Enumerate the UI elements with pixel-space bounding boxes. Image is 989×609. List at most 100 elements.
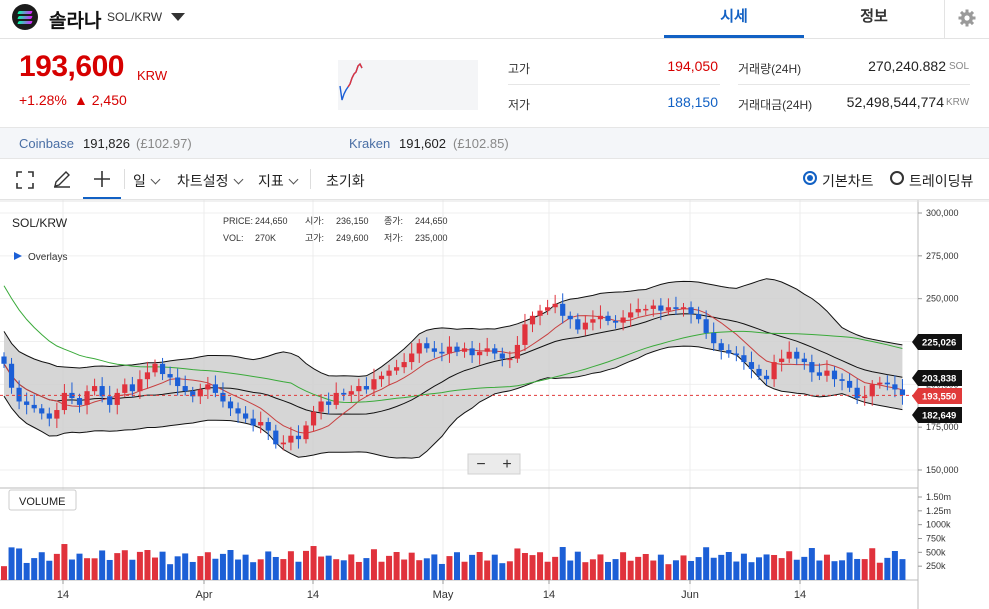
interval-dropdown[interactable]: 일 <box>133 171 161 191</box>
candle-body <box>363 386 369 390</box>
candle-body <box>378 375 385 380</box>
price-tag-label: 182,649 <box>922 411 956 422</box>
top-header: 솔라나 SOL/KRW 시세 정보 <box>0 0 989 39</box>
zoom-in-button[interactable]: + <box>502 456 511 473</box>
exchange-usd: (£102.85) <box>453 136 509 151</box>
tab-info[interactable]: 정보 <box>860 8 888 25</box>
volume-bar <box>325 555 332 580</box>
exchange-price: 191,826 <box>83 136 130 151</box>
basic-chart-radio[interactable] <box>803 171 817 185</box>
candle-body <box>220 392 226 402</box>
high-label: 고가: <box>305 233 324 243</box>
candle-body <box>643 308 649 311</box>
overlays-label[interactable]: Overlays <box>28 252 67 263</box>
low-value: 188,150 <box>667 94 718 110</box>
low-label: 저가: <box>384 233 403 243</box>
candle-body <box>46 413 52 419</box>
candle-body <box>76 398 83 405</box>
volume-bar <box>257 559 264 580</box>
x-tick-label: 14 <box>794 589 806 601</box>
volume-bar <box>876 562 883 580</box>
price-value: 244,650 <box>255 216 288 226</box>
solana-logo <box>12 4 38 30</box>
candle-body <box>899 389 906 396</box>
volume-bar <box>167 564 174 580</box>
tab-market-price[interactable]: 시세 <box>664 0 804 38</box>
price-chart[interactable]: 300,000275,000250,000225,000200,000175,0… <box>0 200 989 609</box>
overlays-triangle-icon[interactable] <box>14 252 22 260</box>
volume-bar <box>793 559 800 580</box>
zoom-control: − + <box>467 453 521 475</box>
reset-button[interactable]: 초기화 <box>326 173 365 189</box>
interval-label: 일 <box>133 173 146 189</box>
x-tick-label: Jun <box>681 589 699 601</box>
candle-body <box>265 422 271 431</box>
volume-bar <box>521 552 528 580</box>
volume-bar <box>355 561 362 580</box>
candle-body <box>69 392 75 399</box>
volume-bar <box>91 558 98 580</box>
volume-bar <box>635 556 642 580</box>
pencil-icon[interactable] <box>52 169 72 189</box>
settings-button[interactable] <box>944 0 989 38</box>
exchange-name[interactable]: Coinbase <box>19 136 74 151</box>
crosshair-tool[interactable] <box>83 159 121 199</box>
vol-tick-label: 500k <box>926 547 946 557</box>
volume-pane-label: VOLUME <box>19 496 65 508</box>
chart-settings-dropdown[interactable]: 차트설정 <box>177 171 243 191</box>
y-tick-label: 250,000 <box>926 294 959 304</box>
candle-body <box>612 320 619 323</box>
candle-body <box>794 351 800 359</box>
volume-bar <box>310 546 317 580</box>
volume-bar <box>378 561 385 580</box>
candle-body <box>333 392 339 405</box>
candle-body <box>212 384 218 393</box>
volume-bar <box>68 559 75 580</box>
pair-dropdown-icon[interactable] <box>171 13 185 21</box>
exchange-usd: (£102.97) <box>136 136 192 151</box>
candle-body <box>514 344 520 359</box>
exchange-name[interactable]: Kraken <box>349 136 391 151</box>
candle-body <box>786 351 792 359</box>
volume-bar <box>8 547 15 580</box>
candle-body <box>816 372 822 376</box>
vol-tick-label: 1.50m <box>926 492 951 502</box>
volume-bar <box>227 550 234 580</box>
volume-bar <box>401 559 408 580</box>
candle-body <box>8 363 15 388</box>
volume-bar <box>114 553 121 580</box>
candle-body <box>461 348 468 352</box>
volume-bar <box>484 560 491 580</box>
candle-body <box>152 363 158 373</box>
candle-body <box>129 384 135 392</box>
tradingview-label[interactable]: 트레이딩뷰 <box>909 173 974 189</box>
pair-label[interactable]: SOL/KRW <box>107 10 163 24</box>
volume-bar <box>650 560 657 580</box>
candle-body <box>763 375 770 380</box>
volume-bar <box>620 552 627 580</box>
y-tick-label: 275,000 <box>926 251 959 261</box>
volume-bar <box>106 559 113 580</box>
volume-bar <box>597 554 604 580</box>
volume-bar <box>589 559 596 580</box>
candle-body <box>39 408 45 414</box>
crosshair-icon <box>94 171 110 187</box>
volume-bar <box>695 557 702 580</box>
volume-bar <box>174 556 181 580</box>
volume-bar <box>136 551 143 580</box>
tradingview-radio[interactable] <box>890 171 904 185</box>
candle-body <box>658 305 664 311</box>
chevron-down-icon <box>233 174 243 185</box>
fullscreen-icon[interactable] <box>16 171 34 189</box>
candle-body <box>159 363 166 375</box>
candle-body <box>318 401 324 412</box>
candle-body <box>733 353 739 356</box>
basic-chart-label[interactable]: 기본차트 <box>822 173 874 189</box>
price-tag <box>912 407 962 423</box>
price-tag <box>912 334 962 350</box>
volume-bar <box>295 561 302 580</box>
volume-bar <box>84 558 91 580</box>
zoom-out-button[interactable]: − <box>476 456 485 473</box>
candle-body <box>801 358 807 363</box>
indicators-dropdown[interactable]: 지표 <box>258 171 299 191</box>
